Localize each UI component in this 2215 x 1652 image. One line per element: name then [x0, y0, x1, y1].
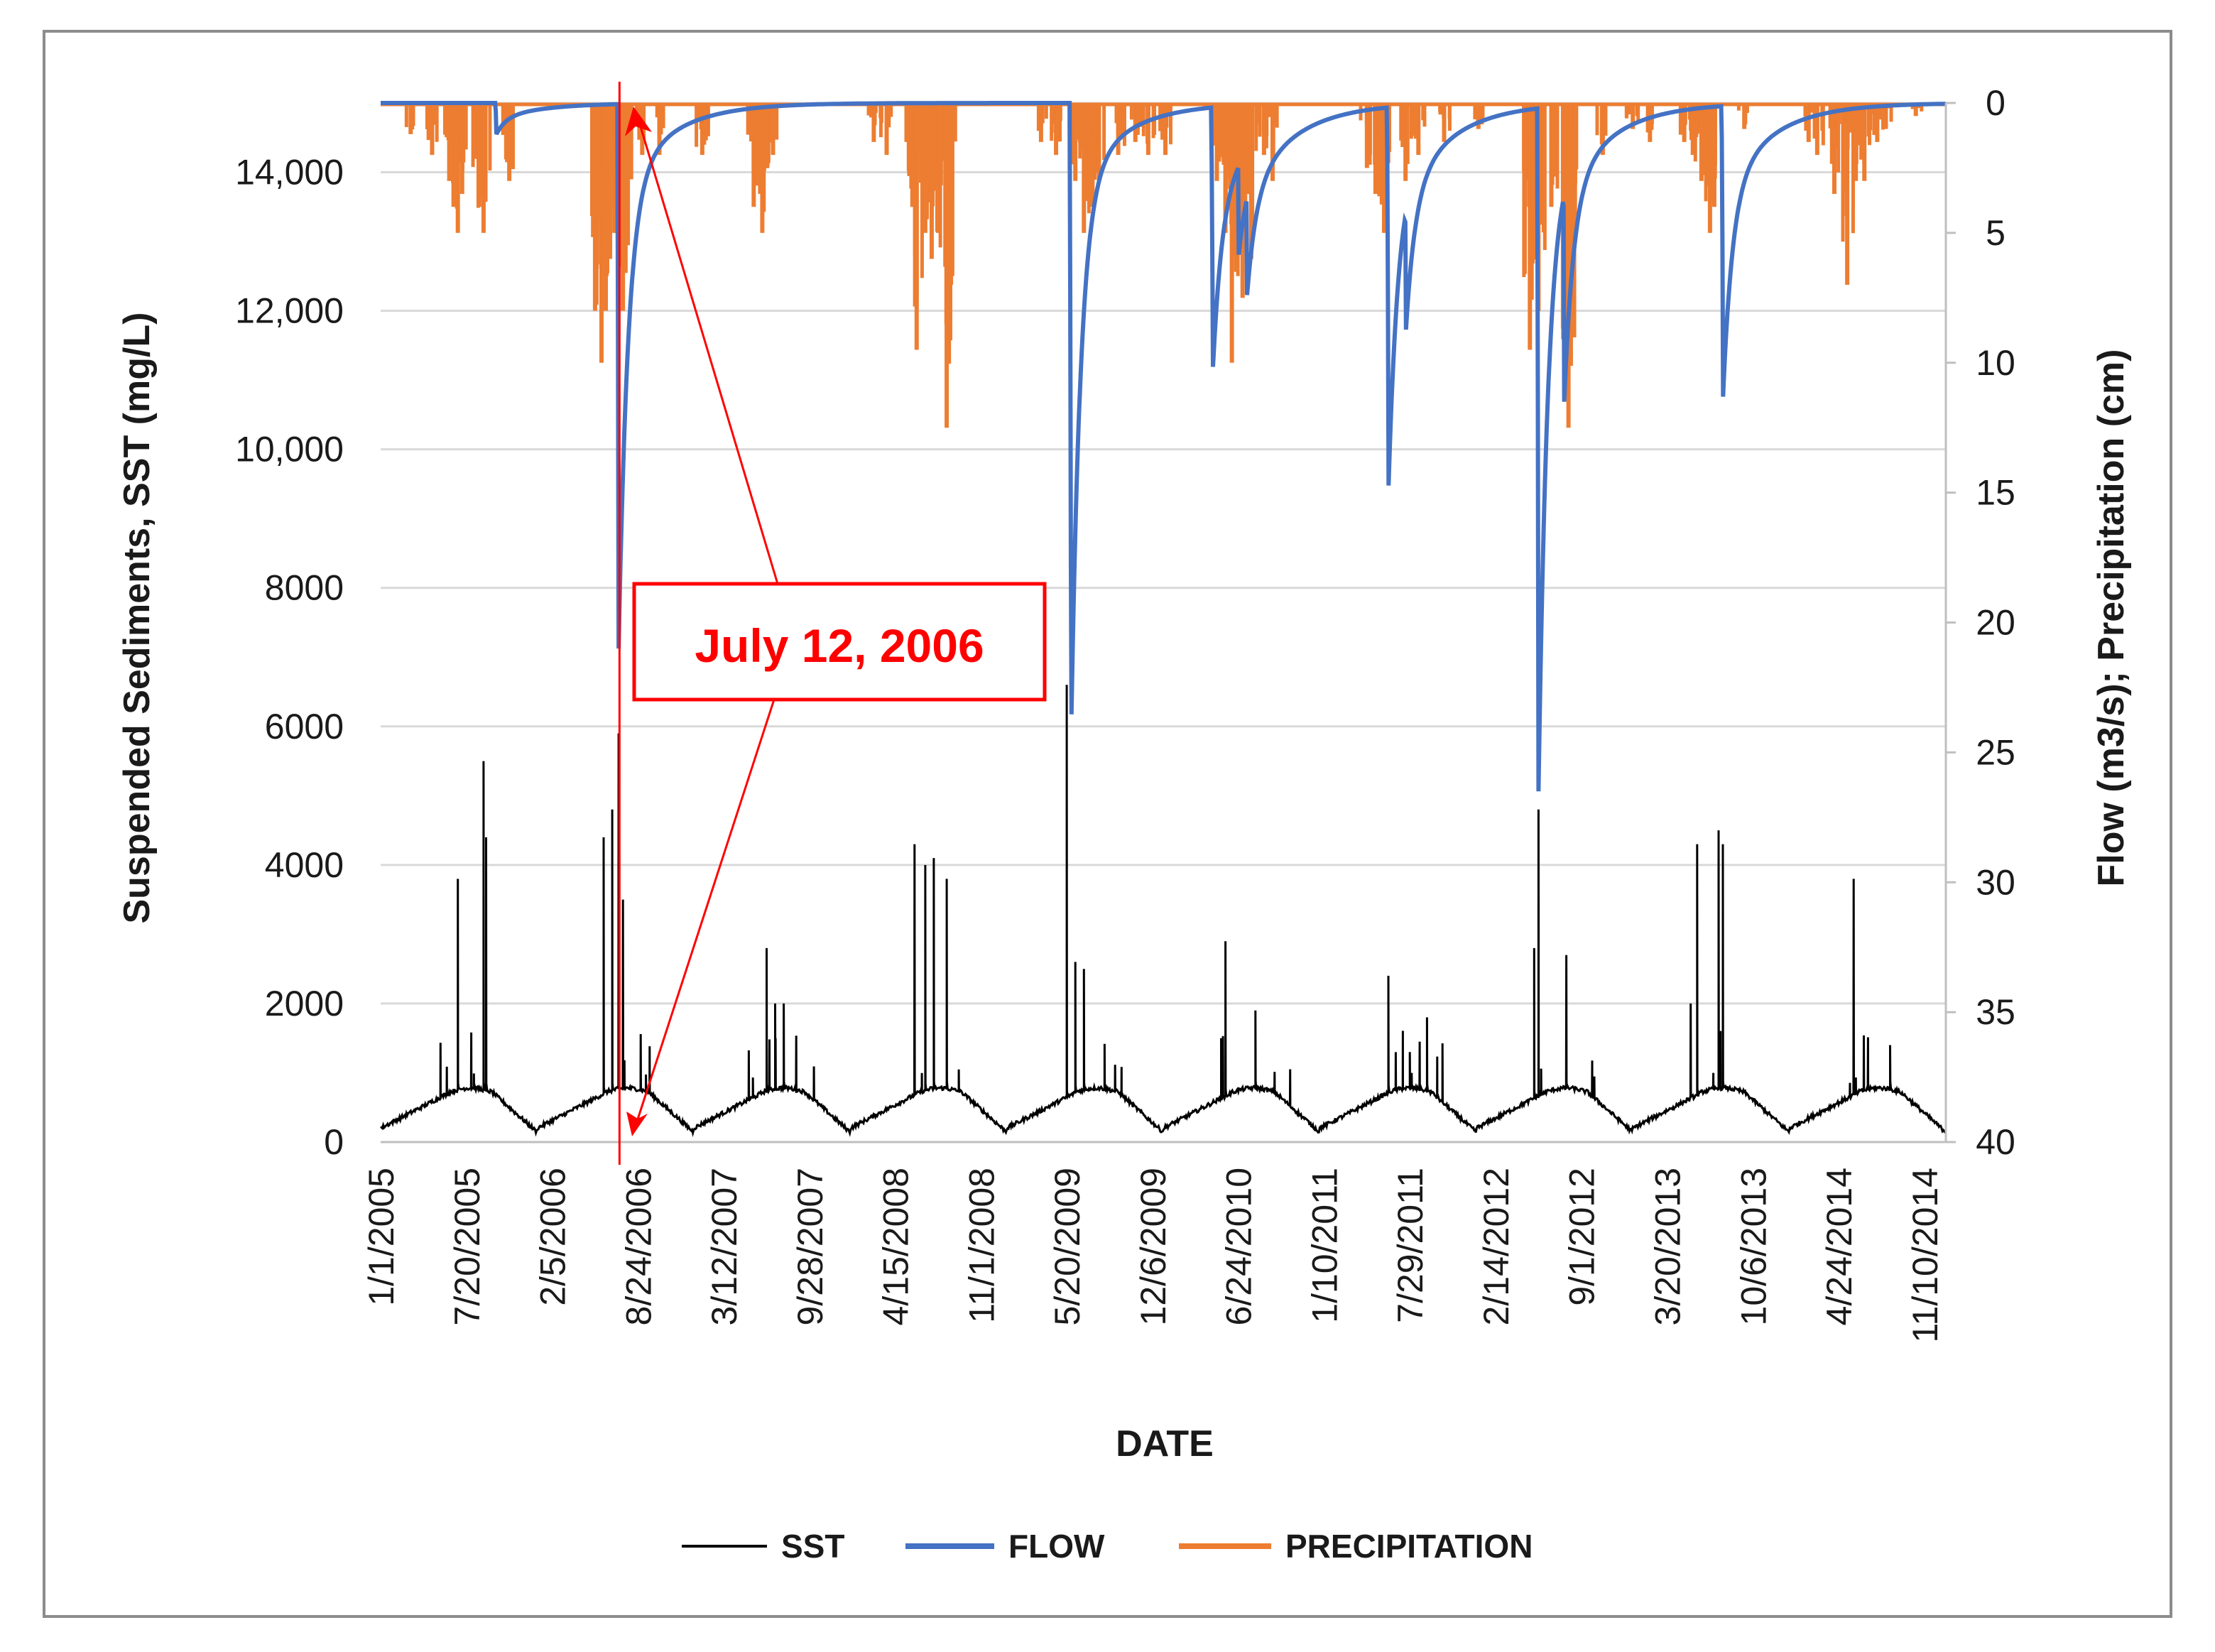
axes: [381, 102, 1956, 1143]
x-tick-label: 5/20/2009: [1047, 1168, 1087, 1325]
x-tick-label: 6/24/2010: [1219, 1168, 1259, 1325]
left-axis-title: Suspended Sediments, SST (mg/L): [116, 313, 158, 924]
x-tick-label: 11/1/2008: [962, 1168, 1001, 1323]
left-tick-label: 0: [324, 1122, 344, 1162]
right-tick-label: 5: [1986, 213, 2006, 253]
right-tick-label: 30: [1976, 862, 2015, 902]
left-tick-labels: 0 2000 4000 6000 8000 10,000 12,000 14,000: [235, 153, 344, 1162]
x-tick-label: 1/1/2005: [361, 1168, 401, 1306]
x-tick-label: 9/28/2007: [790, 1168, 830, 1325]
left-tick-label: 4000: [265, 845, 344, 885]
annotation-arrow-up: [636, 116, 779, 585]
left-tick-label: 2000: [265, 984, 344, 1023]
legend-sst-label: SST: [781, 1528, 844, 1565]
legend-precip-label: PRECIPITATION: [1285, 1528, 1533, 1565]
x-tick-label: 9/1/2012: [1562, 1168, 1602, 1306]
annotation-arrowhead-up: [625, 107, 652, 136]
x-tick-label: 7/29/2011: [1391, 1168, 1430, 1323]
x-tick-label: 1/10/2011: [1305, 1168, 1344, 1323]
gridlines: [381, 102, 1946, 1143]
sst-series: [380, 685, 1947, 1138]
x-tick-label: 12/6/2009: [1133, 1168, 1173, 1325]
x-tick-label: 2/14/2012: [1476, 1168, 1516, 1325]
x-tick-label: 8/24/2006: [619, 1168, 658, 1325]
sst-line: [380, 685, 1947, 1138]
annotation-arrowhead-down: [626, 1112, 648, 1136]
left-tick-label: 12,000: [235, 291, 344, 331]
legend: SST FLOW PRECIPITATION: [682, 1528, 1533, 1565]
right-tick-label: 35: [1976, 992, 2015, 1032]
right-tick-label: 25: [1976, 732, 2015, 772]
left-tick-label: 14,000: [235, 153, 344, 192]
annotation-label: July 12, 2006: [695, 619, 984, 672]
right-tick-label: 20: [1976, 603, 2015, 643]
annotation-arrow-down: [634, 699, 775, 1126]
right-tick-label: 15: [1976, 473, 2015, 513]
right-axis-title: Flow (m3/s); Precipitation (cm): [2091, 349, 2132, 887]
x-tick-label: 10/6/2013: [1734, 1168, 1773, 1325]
right-tick-label: 10: [1976, 343, 2015, 383]
x-tick-label: 11/10/2014: [1905, 1168, 1945, 1343]
flow-series: [381, 101, 1947, 792]
x-tick-label: 3/12/2007: [704, 1168, 744, 1325]
annotation: July 12, 2006: [618, 82, 1047, 1165]
x-tick-label: 3/20/2013: [1648, 1168, 1688, 1325]
chart-frame: [43, 30, 2172, 1618]
left-tick-label: 10,000: [235, 430, 344, 469]
legend-flow-label: FLOW: [1008, 1528, 1105, 1565]
left-tick-label: 6000: [265, 707, 344, 746]
left-tick-label: 8000: [265, 568, 344, 608]
annotation-box: [632, 582, 1047, 702]
x-tick-label: 7/20/2005: [447, 1168, 487, 1325]
x-axis-title: DATE: [1116, 1423, 1214, 1464]
flow-line: [381, 101, 1947, 792]
right-tick-label: 40: [1976, 1122, 2015, 1162]
x-tick-labels: 1/1/2005 7/20/2005 2/5/2006 8/24/2006 3/12/2…: [361, 1168, 1945, 1343]
right-tick-labels: 0 5 10 15 20 25 30 35 40: [1976, 83, 2015, 1162]
x-tick-label: 2/5/2006: [533, 1168, 573, 1306]
right-tick-label: 0: [1986, 83, 2006, 123]
x-tick-label: 4/15/2008: [876, 1168, 916, 1325]
x-tick-label: 4/24/2014: [1819, 1168, 1859, 1325]
